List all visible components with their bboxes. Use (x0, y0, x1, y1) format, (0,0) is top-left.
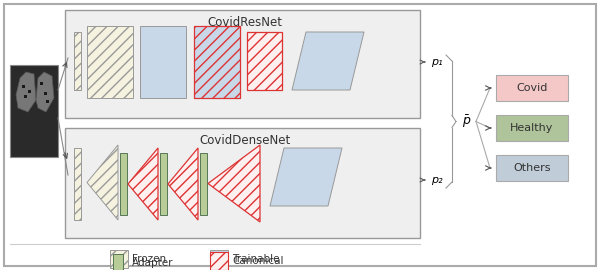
Bar (160, 153, 167, 215)
Bar (24, 95, 27, 98)
Bar (496, 155, 568, 181)
Text: CovidResNet: CovidResNet (208, 15, 283, 29)
Bar (65, 128, 420, 238)
Bar (113, 254, 123, 270)
Bar (44, 92, 47, 95)
Polygon shape (270, 148, 342, 206)
Polygon shape (208, 145, 260, 222)
Bar (87, 26, 133, 98)
Bar (120, 153, 127, 215)
Bar (496, 115, 568, 141)
Text: Canonical: Canonical (232, 256, 284, 266)
Bar (40, 82, 43, 85)
Text: Covid: Covid (517, 83, 548, 93)
Text: CovidDenseNet: CovidDenseNet (199, 133, 290, 147)
Polygon shape (128, 148, 158, 220)
Text: Frozen: Frozen (132, 254, 166, 264)
Polygon shape (16, 72, 36, 112)
Text: Healthy: Healthy (511, 123, 554, 133)
Bar (200, 153, 207, 215)
Bar (247, 32, 282, 90)
Bar (74, 32, 81, 90)
Polygon shape (87, 145, 118, 220)
Text: Trainable: Trainable (232, 254, 280, 264)
Text: p₁: p₁ (431, 57, 443, 67)
Bar (10, 65, 58, 157)
Text: Adapter: Adapter (132, 258, 173, 268)
Bar (28, 90, 31, 93)
Polygon shape (36, 72, 54, 112)
Polygon shape (292, 32, 364, 90)
Bar (496, 75, 568, 101)
Bar (110, 250, 128, 268)
Text: p₂: p₂ (431, 175, 443, 185)
Bar (65, 10, 420, 118)
Bar (22, 85, 25, 88)
Text: Others: Others (513, 163, 551, 173)
Bar (74, 148, 81, 220)
Bar (46, 100, 49, 103)
Text: $\bar{p}$: $\bar{p}$ (462, 113, 472, 130)
Bar (210, 252, 228, 270)
Bar (194, 26, 240, 98)
Bar (210, 250, 228, 268)
Bar (140, 26, 186, 98)
Polygon shape (168, 148, 198, 220)
Bar (194, 26, 240, 98)
